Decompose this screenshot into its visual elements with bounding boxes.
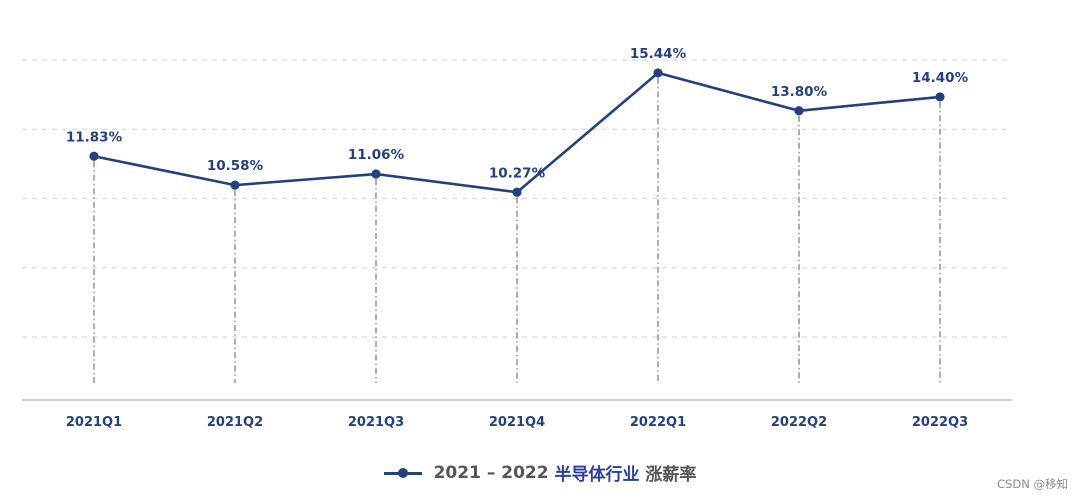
data-label: 11.06% (348, 147, 405, 163)
x-tick-label: 2022Q1 (630, 415, 686, 430)
data-point (89, 151, 99, 161)
data-point (794, 106, 804, 116)
data-point (653, 68, 663, 78)
x-tick-label: 2021Q4 (489, 415, 545, 430)
data-point (371, 169, 381, 179)
x-tick-label: 2022Q2 (771, 415, 827, 430)
x-tick-label: 2021Q3 (348, 415, 404, 430)
drop-lines (93, 77, 941, 383)
data-label: 10.58% (207, 158, 264, 174)
x-tick-label: 2021Q1 (66, 415, 122, 430)
legend-swatch (383, 465, 422, 481)
x-tick-labels: 2021Q1 2021Q2 2021Q3 2021Q4 2022Q1 2022Q2 2022… (66, 415, 968, 430)
x-tick-label: 2021Q2 (207, 415, 263, 430)
data-label: 14.40% (912, 70, 969, 86)
legend-suffix: 涨薪率 (639, 465, 697, 485)
watermark: CSDN @移知 (997, 477, 1068, 491)
data-label: 11.83% (66, 129, 123, 145)
series-group: 11.83% 10.58% 11.06% 10.27% 15.44% 13.80% 14.4… (66, 46, 969, 197)
data-point (512, 187, 522, 197)
legend-highlight: 半导体行业 (554, 465, 640, 485)
data-label: 13.80% (771, 84, 828, 100)
legend-dot-marker (397, 467, 408, 478)
x-tick-label: 2022Q3 (912, 415, 968, 430)
legend: 2021 – 2022 半导体行业 涨薪率 (0, 460, 1080, 485)
legend-prefix: 2021 – 2022 (433, 462, 555, 483)
data-point (230, 180, 240, 190)
data-point (935, 92, 945, 102)
data-label: 10.27% (489, 165, 546, 181)
data-label: 15.44% (630, 46, 687, 62)
